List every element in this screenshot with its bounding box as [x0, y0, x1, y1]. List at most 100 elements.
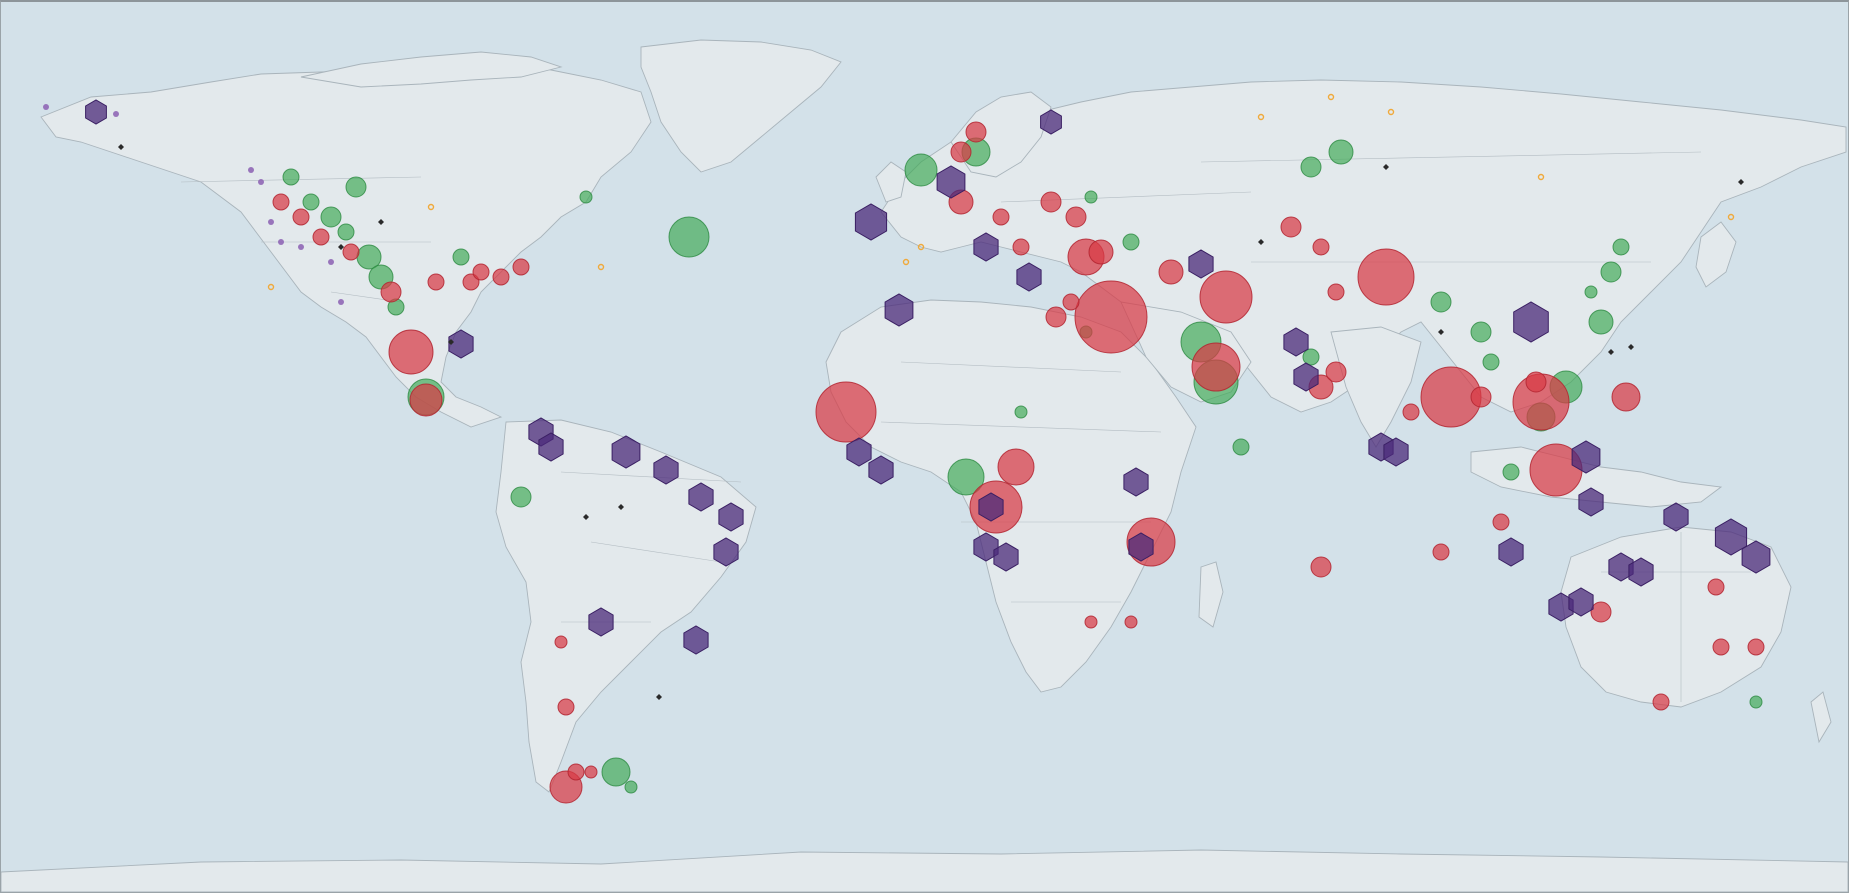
black-diamond-marker[interactable] [1383, 164, 1389, 170]
purple-hex-marker[interactable] [1498, 537, 1524, 567]
purple-hex-marker[interactable] [588, 607, 614, 637]
purple-hex-marker[interactable] [653, 455, 679, 485]
red-marker[interactable] [557, 698, 575, 716]
red-marker[interactable] [1611, 382, 1641, 412]
orange-marker[interactable] [917, 243, 925, 251]
black-diamond-marker[interactable] [378, 219, 384, 225]
purple-hex-marker[interactable] [1663, 502, 1689, 532]
red-marker[interactable] [997, 448, 1035, 486]
purple-hex-marker[interactable] [85, 99, 107, 125]
purple-hex-marker[interactable] [1040, 109, 1062, 135]
orange-marker[interactable] [902, 258, 910, 266]
black-diamond-marker[interactable] [1258, 239, 1264, 245]
green-marker[interactable] [1502, 463, 1520, 481]
black-diamond-marker[interactable] [618, 504, 624, 510]
green-marker[interactable] [282, 168, 300, 186]
orange-marker[interactable] [267, 283, 275, 291]
purple-dot-marker[interactable] [278, 239, 284, 245]
purple-dot-marker[interactable] [248, 167, 254, 173]
red-marker[interactable] [992, 208, 1010, 226]
green-marker[interactable] [1300, 156, 1322, 178]
red-marker[interactable] [554, 635, 568, 649]
orange-marker[interactable] [597, 263, 605, 271]
red-marker[interactable] [965, 121, 987, 143]
green-marker[interactable] [1232, 438, 1250, 456]
purple-hex-marker[interactable] [936, 165, 966, 199]
green-marker[interactable] [452, 248, 470, 266]
red-marker[interactable] [427, 273, 445, 291]
red-marker[interactable] [1088, 239, 1114, 265]
red-marker[interactable] [492, 268, 510, 286]
green-marker[interactable] [320, 206, 342, 228]
purple-hex-marker[interactable] [1568, 587, 1594, 617]
green-marker[interactable] [624, 780, 638, 794]
green-marker[interactable] [601, 757, 631, 787]
black-diamond-marker[interactable] [656, 694, 662, 700]
black-diamond-marker[interactable] [448, 339, 454, 345]
black-diamond-marker[interactable] [1628, 344, 1634, 350]
purple-hex-marker[interactable] [688, 482, 714, 512]
purple-hex-marker[interactable] [1188, 249, 1214, 279]
green-marker[interactable] [510, 486, 532, 508]
green-marker[interactable] [345, 176, 367, 198]
green-marker[interactable] [1612, 238, 1630, 256]
green-marker[interactable] [1600, 261, 1622, 283]
green-marker[interactable] [302, 193, 320, 211]
purple-hex-marker[interactable] [1571, 440, 1601, 474]
purple-hex-marker[interactable] [1293, 362, 1319, 392]
purple-dot-marker[interactable] [268, 219, 274, 225]
green-marker[interactable] [1084, 190, 1098, 204]
purple-hex-marker[interactable] [611, 435, 641, 469]
purple-hex-marker[interactable] [718, 502, 744, 532]
red-marker[interactable] [1045, 306, 1067, 328]
red-marker[interactable] [1310, 556, 1332, 578]
red-marker[interactable] [292, 208, 310, 226]
purple-hex-marker[interactable] [683, 625, 709, 655]
purple-hex-marker[interactable] [1628, 557, 1654, 587]
purple-hex-marker[interactable] [1016, 262, 1042, 292]
red-marker[interactable] [1470, 386, 1492, 408]
purple-hex-marker[interactable] [846, 437, 872, 467]
black-diamond-marker[interactable] [1608, 349, 1614, 355]
purple-hex-marker[interactable] [1123, 467, 1149, 497]
red-marker[interactable] [342, 243, 360, 261]
green-marker[interactable] [1470, 321, 1492, 343]
green-marker[interactable] [947, 458, 985, 496]
purple-hex-marker[interactable] [973, 232, 999, 262]
purple-dot-marker[interactable] [338, 299, 344, 305]
purple-hex-marker[interactable] [1513, 301, 1549, 343]
red-marker[interactable] [1432, 543, 1450, 561]
black-diamond-marker[interactable] [118, 144, 124, 150]
red-marker[interactable] [1065, 206, 1087, 228]
orange-marker[interactable] [1387, 108, 1395, 116]
red-marker[interactable] [1402, 403, 1420, 421]
red-marker[interactable] [1652, 693, 1670, 711]
orange-marker[interactable] [1727, 213, 1735, 221]
red-marker[interactable] [584, 765, 598, 779]
green-marker[interactable] [1749, 695, 1763, 709]
purple-dot-marker[interactable] [113, 111, 119, 117]
red-marker[interactable] [1084, 615, 1098, 629]
orange-marker[interactable] [1537, 173, 1545, 181]
red-marker[interactable] [1124, 615, 1138, 629]
green-marker[interactable] [1014, 405, 1028, 419]
red-marker[interactable] [512, 258, 530, 276]
red-marker[interactable] [1590, 601, 1612, 623]
red-marker[interactable] [409, 383, 443, 417]
red-marker[interactable] [1325, 361, 1347, 383]
red-marker[interactable] [388, 329, 434, 375]
red-marker[interactable] [1199, 270, 1253, 324]
green-marker[interactable] [1482, 353, 1500, 371]
purple-hex-marker[interactable] [854, 203, 888, 241]
orange-marker[interactable] [1327, 93, 1335, 101]
red-marker[interactable] [1712, 638, 1730, 656]
purple-hex-marker[interactable] [1548, 592, 1574, 622]
black-diamond-marker[interactable] [1738, 179, 1744, 185]
red-marker[interactable] [380, 281, 402, 303]
red-marker[interactable] [1525, 371, 1547, 393]
purple-dot-marker[interactable] [43, 104, 49, 110]
green-marker[interactable] [1584, 285, 1598, 299]
red-marker[interactable] [1040, 191, 1062, 213]
purple-hex-marker[interactable] [868, 455, 894, 485]
purple-hex-marker[interactable] [884, 293, 914, 327]
